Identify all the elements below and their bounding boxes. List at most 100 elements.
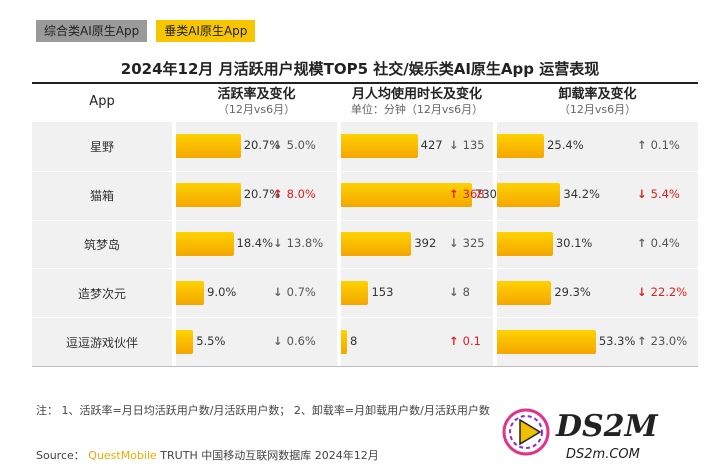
arrow-down-icon: ↓	[273, 284, 283, 299]
uninstall-bar	[497, 280, 552, 305]
arrow-down-icon: ↓	[273, 236, 283, 250]
usage-value-label: 392	[414, 236, 437, 250]
active-value-label: 20.7%	[243, 187, 281, 202]
active-change: ↓ 0.6%	[273, 334, 316, 348]
arrow-down-icon: ↓	[637, 284, 647, 299]
row-separator	[32, 219, 698, 221]
active-change-value: 13.8%	[286, 236, 324, 250]
usage-change-value: 325	[462, 236, 485, 250]
header-uninstall: 卸载率及变化 （12月vs6月）	[497, 87, 698, 117]
uninstall-change-value: 23.0%	[650, 333, 688, 348]
uninstall-change: ↑ 0.1%	[637, 138, 680, 152]
arrow-up-icon: ↑	[449, 333, 459, 348]
active-change-value: 8.0%	[286, 187, 316, 202]
active-bar	[176, 329, 194, 354]
uninstall-bar	[497, 232, 553, 256]
header-active-title: 活跃率及变化	[217, 87, 296, 102]
source-prefix: Source：	[36, 449, 89, 462]
arrow-down-icon: ↓	[637, 187, 647, 202]
arrow-up-icon: ↑	[637, 236, 647, 250]
tab-general-ai-app[interactable]: 综合类AI原生App	[36, 20, 148, 42]
usage-bar	[341, 280, 369, 305]
arrow-up-icon: ↑	[273, 187, 283, 202]
arrow-up-icon: ↑	[637, 333, 647, 348]
usage-change: ↓ 135	[449, 138, 485, 152]
usage-change: ↓ 8	[449, 285, 470, 299]
usage-value-label: 8	[350, 333, 358, 348]
active-change: ↑ 8.0%	[273, 187, 316, 201]
active-value-label: 20.7%	[243, 138, 281, 153]
active-change: ↓ 0.7%	[273, 285, 316, 299]
active-bar	[176, 232, 234, 256]
uninstall-change-value: 5.4%	[650, 187, 680, 202]
uninstall-change: ↑ 23.0%	[637, 334, 687, 348]
tab-bar: 综合类AI原生App 垂类AI原生App	[36, 20, 256, 42]
row-separator	[32, 268, 698, 270]
uninstall-change-value: 0.1%	[650, 138, 680, 153]
header-uninstall-title: 卸载率及变化	[558, 87, 637, 102]
row-separator	[32, 170, 698, 172]
source-brand: QuestMobile	[88, 449, 157, 462]
app-name: 筑梦岛	[83, 238, 120, 252]
usage-bar	[341, 232, 412, 256]
arrow-down-icon: ↓	[449, 284, 459, 299]
row-separator	[32, 317, 698, 319]
uninstall-value-label: 25.4%	[547, 138, 584, 153]
usage-value-label: 427	[420, 138, 443, 153]
active-value-label: 5.5%	[196, 333, 226, 348]
uninstall-change-value: 0.4%	[650, 236, 680, 250]
uninstall-bar	[497, 329, 596, 354]
header-usage-title: 月人均使用时长及变化	[351, 87, 482, 102]
active-bar	[176, 183, 241, 208]
usage-change-value: 368	[462, 187, 485, 202]
active-change-value: 5.0%	[286, 138, 316, 153]
usage-value-label: 153	[371, 284, 394, 299]
usage-bar	[341, 329, 347, 354]
header-usage-sub: 单位：分钟（12月vs6月）	[350, 103, 484, 116]
arrow-down-icon: ↓	[273, 138, 283, 153]
usage-change: ↑ 368	[449, 187, 485, 201]
ds2m-play-icon	[502, 408, 550, 456]
header-usage: 月人均使用时长及变化 单位：分钟（12月vs6月）	[333, 87, 501, 117]
header-active-sub: （12月vs6月）	[217, 103, 296, 116]
page-title: 2024年12月 月活跃用户规模TOP5 社交/娱乐类AI原生App 运营表现	[120, 60, 600, 78]
app-name: 星野	[89, 140, 114, 155]
active-change-value: 0.6%	[286, 333, 316, 348]
usage-bar	[341, 134, 418, 159]
active-change-value: 0.7%	[286, 284, 316, 299]
usage-bar	[341, 183, 473, 208]
uninstall-value-label: 53.3%	[598, 333, 636, 348]
table-bottom-divider	[32, 366, 698, 367]
arrow-up-icon: ↑	[449, 187, 459, 202]
active-value-label: 9.0%	[207, 284, 237, 299]
footnote: 注： 1、活跃率=月日均活跃用户数/月活跃用户数； 2、卸载率=月卸载用户数/月…	[36, 404, 490, 417]
uninstall-bar	[497, 183, 561, 208]
ds2m-watermark-logo: DS2M DS2m.COM	[502, 408, 659, 462]
uninstall-change: ↓ 5.4%	[637, 187, 680, 201]
usage-change-value: 8	[462, 284, 470, 299]
source-rest: TRUTH 中国移动互联网数据库 2024年12月	[156, 449, 379, 462]
uninstall-change: ↑ 0.4%	[637, 236, 680, 250]
usage-change-value: 135	[462, 138, 485, 153]
uninstall-value-label: 34.2%	[563, 187, 600, 202]
header-divider	[32, 82, 698, 84]
app-name: 猫箱	[89, 189, 114, 204]
header-active: 活跃率及变化 （12月vs6月）	[176, 87, 337, 117]
active-change: ↓ 13.8%	[273, 236, 323, 250]
uninstall-bar	[497, 134, 545, 159]
active-bar	[176, 134, 241, 159]
arrow-down-icon: ↓	[449, 138, 459, 153]
uninstall-change-value: 22.2%	[650, 284, 688, 299]
app-name: 造梦次元	[77, 286, 126, 301]
uninstall-value-label: 29.3%	[554, 284, 591, 299]
uninstall-change: ↓ 22.2%	[637, 285, 687, 299]
usage-change-value: 0.1	[462, 333, 481, 348]
source-line: Source： QuestMobile TRUTH 中国移动互联网数据库 202…	[36, 447, 379, 463]
active-bar	[176, 280, 205, 305]
tab-vertical-ai-app[interactable]: 垂类AI原生App	[156, 20, 256, 42]
arrow-down-icon: ↓	[273, 333, 283, 348]
active-value-label: 18.4%	[236, 236, 274, 250]
header-uninstall-sub: （12月vs6月）	[558, 103, 637, 116]
uninstall-value-label: 30.1%	[555, 236, 593, 250]
active-change: ↓ 5.0%	[273, 138, 316, 152]
